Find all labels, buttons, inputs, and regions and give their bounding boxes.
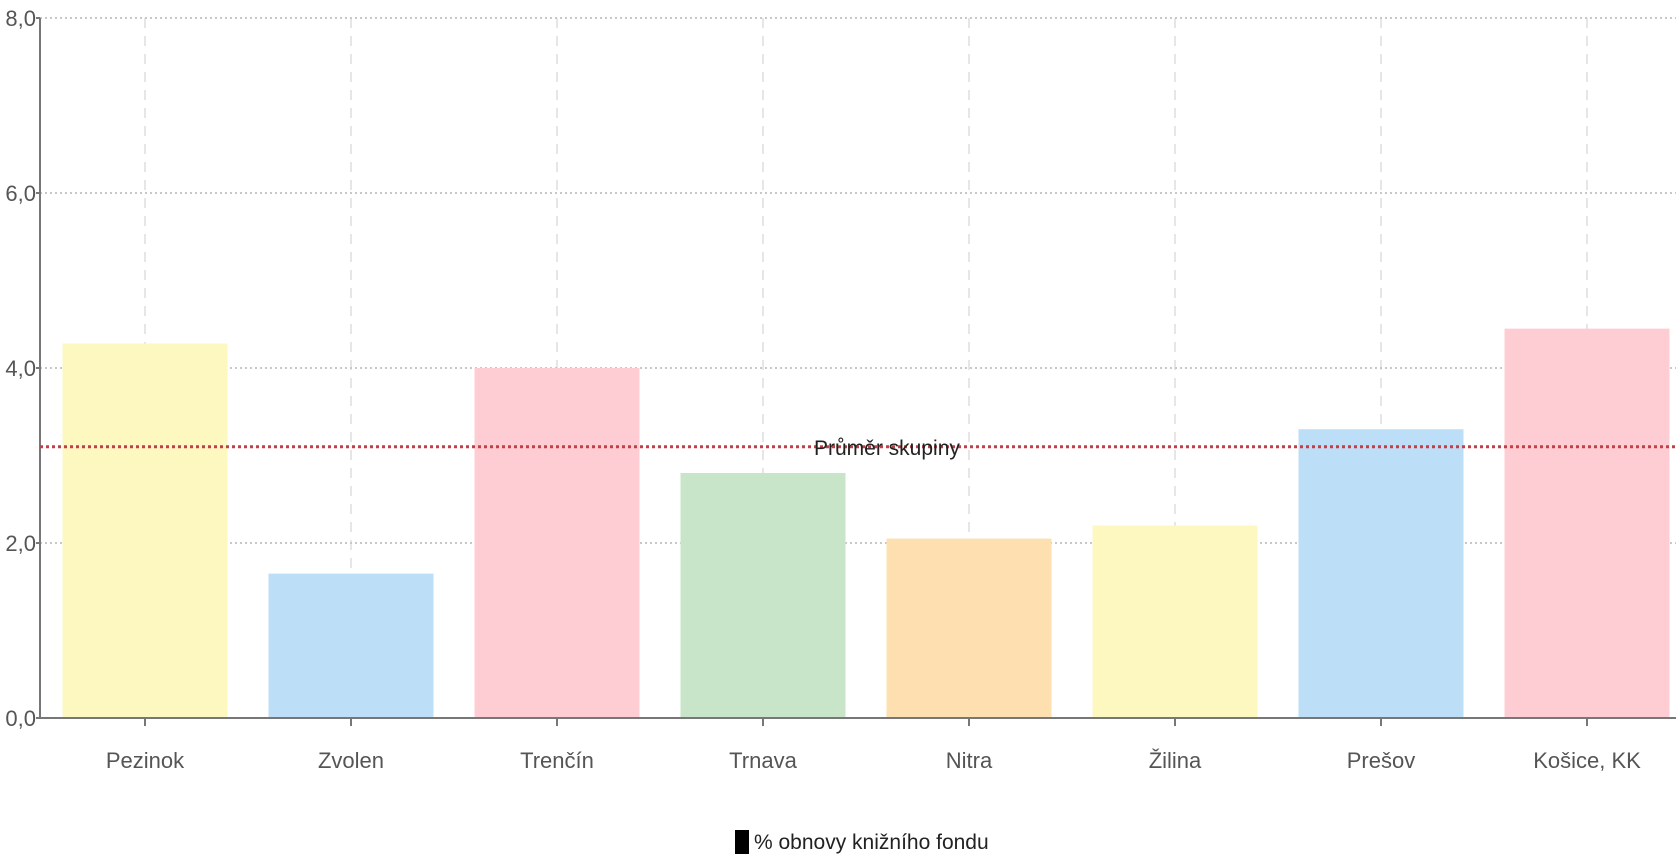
bar-6 (1298, 429, 1464, 718)
x-tick-label: Žilina (1149, 748, 1202, 773)
bar-0 (62, 343, 228, 718)
y-tick-labels: 0,0 2,0 4,0 6,0 8,0 (5, 6, 40, 731)
bar-1 (268, 573, 434, 718)
y-tick-label: 8,0 (5, 6, 36, 31)
y-tick-label: 0,0 (5, 706, 36, 731)
x-tick-label: Pezinok (106, 748, 185, 773)
bar-7 (1504, 328, 1670, 718)
bar-2 (474, 368, 640, 718)
x-tick-label: Prešov (1347, 748, 1415, 773)
x-tick-label: Košice, KK (1533, 748, 1641, 773)
group-average-label: Průměr skupiny (814, 437, 960, 460)
x-tick-label: Trenčín (520, 748, 594, 773)
bar-3 (680, 473, 846, 718)
x-tick-label: Nitra (946, 748, 993, 773)
bar-4 (886, 538, 1052, 718)
x-tick-labels: Pezinok Zvolen Trenčín Trnava Nitra Žilina Pre… (106, 718, 1641, 773)
x-tick-label: Trnava (729, 748, 797, 773)
x-tick-label: Zvolen (318, 748, 384, 773)
legend-label: % obnovy knižního fondu (754, 831, 989, 854)
legend-swatch (735, 830, 749, 854)
bar-5 (1092, 525, 1258, 718)
y-tick-label: 4,0 (5, 356, 36, 381)
legend: % obnovy knižního fondu (735, 830, 989, 854)
y-tick-label: 6,0 (5, 181, 36, 206)
y-tick-label: 2,0 (5, 531, 36, 556)
bars (62, 328, 1670, 718)
